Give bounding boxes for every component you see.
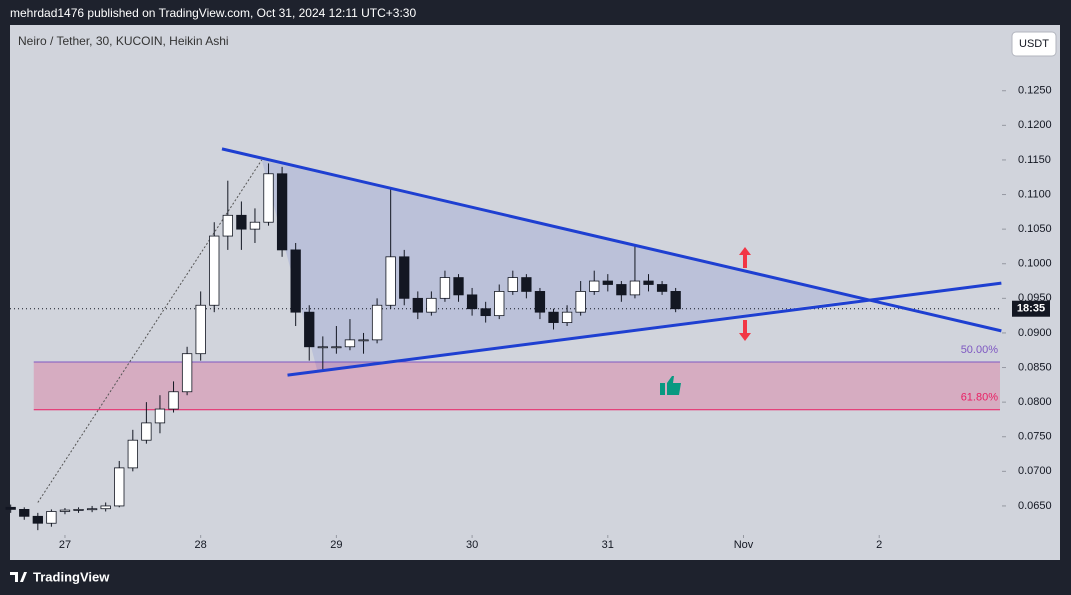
y-tick-label: 0.1250 — [1018, 85, 1052, 97]
candle-body — [643, 280, 654, 285]
candle-body — [371, 304, 383, 341]
fib-label: 61.80% — [961, 392, 999, 404]
candle-body — [385, 256, 396, 306]
candle-body — [46, 511, 57, 524]
y-tick-label: 0.0700 — [1018, 465, 1052, 477]
candle-body — [114, 467, 125, 507]
brand: TradingView — [33, 569, 110, 584]
candle-body — [276, 173, 288, 251]
fib-label: 50.00% — [961, 344, 999, 356]
fib-zone — [33, 362, 1000, 410]
x-tick-label: 30 — [466, 539, 478, 551]
candle-body — [521, 277, 532, 292]
plot: 0.06500.07000.07500.08000.08500.09000.09… — [5, 85, 1052, 551]
thumbs-up — [660, 376, 681, 395]
candle-body — [344, 339, 356, 348]
x-tick-label: 31 — [602, 539, 614, 551]
candle-body — [575, 291, 586, 313]
x-tick-label: 2 — [876, 539, 882, 551]
candle-body — [127, 439, 138, 469]
candle-body — [589, 280, 600, 292]
candle-body — [399, 256, 410, 299]
x-tick-label: 28 — [195, 539, 207, 551]
y-tick-label: 0.1050 — [1018, 223, 1052, 235]
y-tick-label: 0.1100 — [1018, 188, 1051, 200]
candle-body — [5, 506, 16, 510]
candle-body — [195, 304, 206, 355]
y-tick-label: 0.0800 — [1018, 396, 1052, 408]
candle-body — [670, 291, 681, 310]
y-tick-label: 0.0750 — [1018, 431, 1052, 443]
candle-body — [534, 291, 546, 313]
triangle — [261, 159, 866, 371]
candle-body — [412, 297, 423, 313]
candle-body — [317, 346, 328, 349]
candle-body — [439, 277, 451, 299]
candle-body — [480, 308, 491, 317]
x-tick-label: 27 — [59, 539, 71, 551]
y-tick-label: 0.1200 — [1018, 119, 1052, 131]
candle-body — [100, 505, 111, 510]
candle-body — [656, 284, 668, 292]
price-box — [1012, 300, 1050, 317]
candle-body — [59, 509, 71, 512]
candle-body — [19, 508, 30, 517]
y-tick-label: 0.0650 — [1018, 500, 1052, 512]
candle-body — [453, 277, 464, 296]
candle-body — [263, 173, 274, 223]
y-tick-label: 0.0900 — [1018, 327, 1052, 339]
header: mehrdad1476 published on TradingView.com… — [10, 6, 416, 20]
candle-body — [494, 291, 505, 317]
candle-body — [331, 346, 342, 349]
candle-body — [236, 214, 247, 230]
brand-logo — [10, 572, 27, 582]
x-tick-label: 29 — [330, 539, 342, 551]
candle-body — [548, 311, 559, 323]
currency-label: USDT — [1019, 38, 1049, 50]
candle-body — [358, 339, 369, 342]
candle-body — [426, 297, 437, 313]
candle-body — [561, 311, 573, 323]
candle-body — [141, 422, 152, 441]
arrow-down — [739, 320, 751, 341]
chart-title: Neiro / Tether, 30, KUCOIN, Heikin Ashi — [18, 34, 229, 48]
candle-body — [290, 249, 301, 313]
candle-body — [181, 353, 193, 393]
trend-line — [287, 281, 1002, 377]
currency-button[interactable] — [1011, 31, 1057, 57]
candle-body — [616, 284, 627, 296]
candle-body — [32, 515, 43, 524]
candle-body — [154, 408, 166, 424]
candle-body — [209, 235, 220, 306]
candle-body — [249, 221, 261, 230]
candle-body — [304, 311, 315, 348]
candle-body — [222, 214, 233, 237]
countdown: 18:35 — [1017, 303, 1045, 315]
candle-body — [86, 508, 98, 511]
candle-body — [629, 280, 641, 296]
candle-body — [73, 508, 84, 511]
candle-body — [507, 277, 518, 292]
candle-body — [466, 294, 478, 310]
x-tick-label: Nov — [734, 539, 754, 551]
candle-body — [168, 391, 179, 410]
y-tick-label: 0.1000 — [1018, 258, 1052, 270]
candle-body — [602, 280, 613, 285]
y-tick-label: 0.1150 — [1018, 154, 1051, 166]
y-tick-label: 0.0850 — [1018, 361, 1052, 373]
arrow-up — [739, 247, 751, 268]
